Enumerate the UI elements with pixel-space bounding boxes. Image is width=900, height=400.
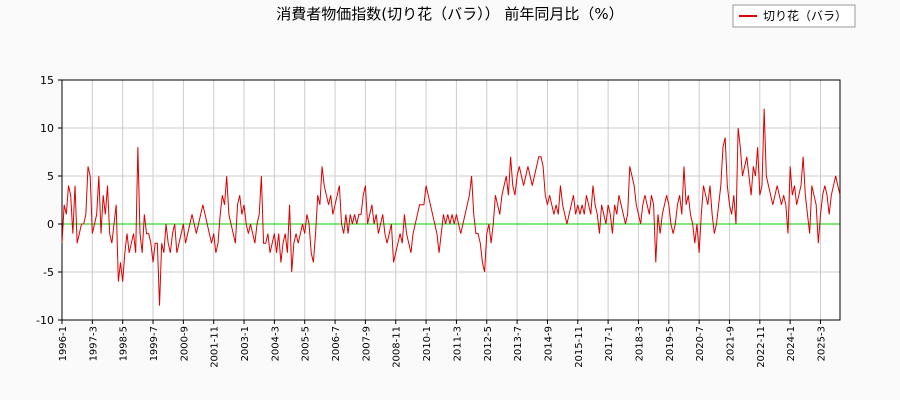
x-tick-label: 2020-7 (695, 326, 706, 361)
x-tick-label: 2008-11 (392, 326, 403, 368)
x-tick-label: 2006-7 (331, 326, 342, 361)
x-tick-label: 2017-1 (604, 326, 615, 361)
x-tick-label: 2004-3 (270, 326, 281, 361)
plot-frame (61, 79, 841, 321)
y-tick-label: 5 (47, 170, 54, 183)
x-tick-label: 2003-1 (240, 326, 251, 361)
legend-box (732, 4, 856, 28)
legend: 切り花（バラ） (732, 4, 856, 28)
x-tick-label: 2010-1 (422, 326, 433, 361)
data-line (61, 108, 841, 306)
x-tick-label: 2015-11 (574, 326, 585, 368)
x-tick-label: 1998-5 (119, 326, 130, 361)
y-tick-label: -10 (36, 314, 54, 327)
x-tick-label: 1997-3 (88, 326, 99, 361)
x-tick-label: 2013-7 (513, 326, 524, 361)
x-tick-label: 2001-11 (210, 326, 221, 368)
legend-label: 切り花（バラ） (763, 8, 847, 23)
x-tick-label: 2019-5 (665, 326, 676, 361)
x-tick-label: 2011-3 (452, 326, 463, 361)
x-tick-label: 2000-9 (179, 326, 190, 361)
x-tick-label: 1996-1 (58, 326, 69, 361)
x-tick-label: 2014-9 (543, 326, 554, 361)
y-tick-label: 10 (40, 122, 54, 135)
x-tick-label: 2018-3 (634, 326, 645, 361)
x-tick-label: 2022-11 (756, 326, 767, 368)
x-tick-label: 2021-9 (725, 326, 736, 361)
x-tick-label: 2025-3 (816, 326, 827, 361)
plot-area (62, 80, 840, 320)
y-tick-label: 0 (47, 218, 54, 231)
x-tick-label: 1999-7 (149, 326, 160, 361)
x-tick-label: 2005-5 (301, 326, 312, 361)
y-tick-label: -5 (43, 266, 54, 279)
x-tick-label: 2024-1 (786, 326, 797, 361)
chart-title: 消費者物価指数(切り花（バラ）） 前年同月比（%） (276, 5, 623, 23)
x-tick-label: 2012-5 (483, 326, 494, 361)
y-tick-label: 15 (40, 74, 54, 87)
x-tick-label: 2007-9 (361, 326, 372, 361)
